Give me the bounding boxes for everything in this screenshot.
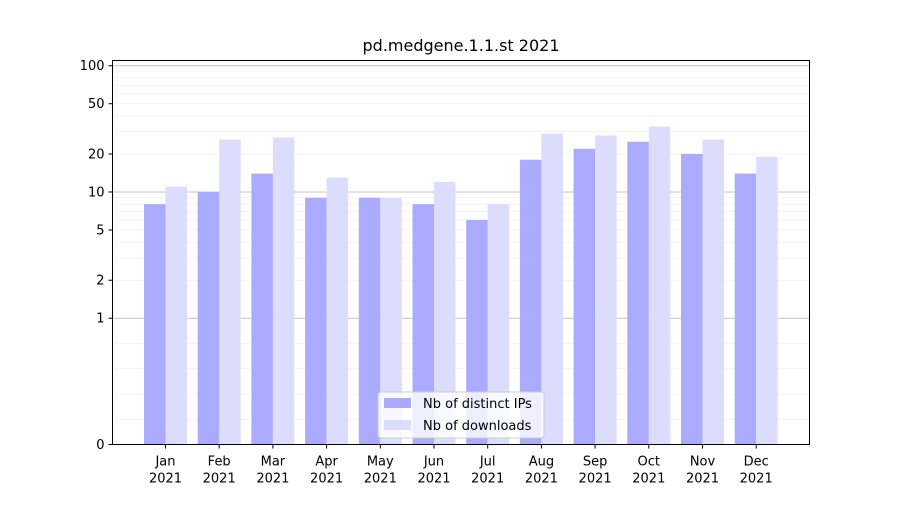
x-tick-label-month: Apr <box>315 455 338 470</box>
bar-downloads <box>541 133 563 445</box>
x-tick-label-year: 2021 <box>203 472 236 487</box>
bar-downloads <box>434 181 456 445</box>
y-tick-label: 1 <box>96 312 104 327</box>
bar-distinct-ips <box>573 148 596 445</box>
x-tick-label-month: Sep <box>583 455 608 470</box>
bar-distinct-ips <box>358 197 381 445</box>
y-tick-label: 10 <box>88 185 105 200</box>
legend: Nb of distinct IPs Nb of downloads <box>377 391 545 439</box>
plot-frame <box>112 60 810 445</box>
bar-downloads <box>326 177 349 445</box>
x-tick-label-month: Nov <box>690 455 716 470</box>
x-tick-label-month: Oct <box>638 455 660 470</box>
bar-distinct-ips <box>305 197 327 445</box>
chart-title: pd.medgene.1.1.st 2021 <box>363 36 560 55</box>
y-tick-label: 50 <box>88 97 105 112</box>
bar-downloads <box>702 139 724 445</box>
bar-downloads <box>380 197 402 445</box>
bar-distinct-ips <box>627 141 649 445</box>
y-tick-label: 2 <box>96 274 104 289</box>
x-tick-label-year: 2021 <box>579 472 612 487</box>
x-tick-label-year: 2021 <box>525 472 558 487</box>
legend-label-distinct-ips: Nb of distinct IPs <box>423 397 532 412</box>
x-tick-label-year: 2021 <box>632 472 665 487</box>
x-tick-label-month: Jun <box>423 455 444 470</box>
x-tick-label-month: Mar <box>261 455 286 470</box>
x-tick-label-month: Jul <box>479 455 496 470</box>
x-tick-label-year: 2021 <box>686 472 719 487</box>
x-axis: Jan 2021 Feb 2021 Mar 2021 Apr 2021 May 2021 Jun 20… <box>149 444 773 487</box>
bar-distinct-ips <box>412 204 434 445</box>
y-tick-label: 0 <box>96 438 104 453</box>
x-tick-label-year: 2021 <box>417 472 450 487</box>
x-tick-label-year: 2021 <box>740 472 773 487</box>
x-tick-label-month: Feb <box>208 455 231 470</box>
bar-distinct-ips <box>734 173 757 445</box>
x-tick-label-month: Aug <box>529 455 554 470</box>
x-tick-label-month: Jan <box>154 455 175 470</box>
bar-downloads <box>219 139 241 445</box>
bar-downloads <box>487 204 510 445</box>
x-tick-label-year: 2021 <box>256 472 289 487</box>
bar-distinct-ips <box>144 204 166 445</box>
bar-distinct-ips <box>466 219 488 445</box>
bar-distinct-ips <box>681 153 703 445</box>
legend-box <box>377 391 545 439</box>
bar-downloads <box>165 186 187 445</box>
bar-downloads <box>595 135 617 445</box>
legend-swatch-downloads <box>384 420 411 430</box>
x-tick-label-year: 2021 <box>471 472 504 487</box>
y-axis: 0 1 2 5 10 20 50 100 <box>80 59 113 453</box>
y-tick-label: 5 <box>96 223 104 238</box>
x-tick-label-year: 2021 <box>149 472 182 487</box>
x-tick-label-year: 2021 <box>310 472 343 487</box>
bar-downloads <box>648 126 671 445</box>
legend-label-downloads: Nb of downloads <box>423 419 532 434</box>
bar-distinct-ips <box>519 159 542 445</box>
x-tick-label-year: 2021 <box>364 472 397 487</box>
bars <box>144 126 778 445</box>
y-tick-label: 20 <box>88 147 105 162</box>
bar-downloads <box>272 137 295 445</box>
bar-downloads <box>756 156 778 445</box>
x-tick-label-month: May <box>367 455 394 470</box>
bar-distinct-ips <box>197 191 220 445</box>
y-tick-label: 100 <box>80 59 105 74</box>
legend-swatch-distinct-ips <box>384 398 411 408</box>
bar-distinct-ips <box>251 173 273 445</box>
x-tick-label-month: Dec <box>744 455 769 470</box>
